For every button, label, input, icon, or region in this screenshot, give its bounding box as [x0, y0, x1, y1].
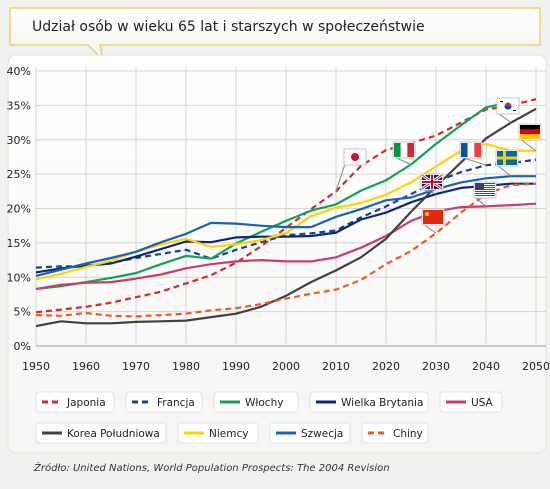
y-tick-label: 20%: [7, 203, 31, 216]
flag-germany: [518, 123, 542, 152]
series-line-japan: [35, 98, 537, 314]
x-tick-label: 1980: [172, 360, 200, 373]
legend-label: USA: [471, 397, 494, 409]
legend-item: Szwecja: [269, 422, 351, 444]
series-line-china: [35, 182, 537, 318]
x-tick-label: 1950: [22, 360, 50, 373]
flag-usa: [473, 181, 497, 207]
legend-label: Chiny: [393, 428, 423, 440]
x-tick-label: 2030: [422, 360, 450, 373]
flag-japan: [335, 148, 367, 192]
legend-item: Wielka Brytania: [309, 391, 429, 413]
x-tick-label: 2000: [272, 360, 300, 373]
legend-label: Francja: [157, 397, 195, 409]
flag-italy: [392, 141, 416, 165]
legend-item: Francja: [125, 391, 203, 413]
series-line-sweden: [35, 175, 536, 277]
chart-title: Udział osób w wieku 65 lat i starszych w…: [32, 19, 425, 35]
legend-item: Włochy: [213, 391, 299, 413]
series-line-uk: [35, 182, 536, 274]
legend-label: Niemcy: [209, 428, 248, 440]
y-tick-label: 25%: [7, 168, 31, 181]
flag-sweden: [495, 149, 519, 177]
legend-label: Włochy: [245, 397, 283, 409]
y-tick-label: 0%: [14, 340, 31, 353]
legend-label: Japonia: [66, 397, 106, 409]
x-tick-label: 2040: [472, 360, 500, 373]
y-tick-label: 10%: [7, 271, 31, 284]
legend-label: Korea Południowa: [67, 428, 160, 440]
x-tick-label: 1990: [222, 360, 250, 373]
legend-item: USA: [439, 391, 503, 413]
legend: Japonia Francja Włochy Wielka Brytania USA Ko…: [35, 391, 503, 444]
x-tick-label: 2010: [322, 360, 350, 373]
flag-france: [459, 141, 487, 166]
series-line-korea: [35, 107, 537, 328]
y-tick-label: 15%: [7, 237, 31, 250]
x-tick-label: 1970: [122, 360, 150, 373]
legend-item: Niemcy: [177, 422, 259, 444]
y-axis-ticks: 0% 5% 10% 15% 20% 25% 30% 35% 40%: [7, 65, 31, 353]
title-balloon: Udział osób w wieku 65 lat i starszych w…: [9, 7, 541, 62]
legend-item: Korea Południowa: [35, 422, 167, 444]
x-axis-ticks: 1950 1960 1970 1980 1990 2000 2010 2020 2030 2040…: [22, 360, 550, 373]
x-tick-label: 1960: [72, 360, 100, 373]
y-tick-label: 35%: [7, 99, 31, 112]
series-lines: [35, 98, 537, 328]
legend-label: Wielka Brytania: [341, 397, 423, 409]
legend-item: Chiny: [361, 422, 429, 444]
x-tick-label: 2020: [372, 360, 400, 373]
source-note: Źródło: United Nations, World Population…: [33, 461, 390, 474]
flag-uk: [420, 173, 444, 195]
y-tick-label: 40%: [7, 65, 31, 78]
flag-china: [421, 208, 445, 234]
legend-item: Japonia: [35, 391, 115, 413]
country-flags: [335, 97, 542, 234]
y-tick-label: 5%: [14, 306, 31, 319]
x-tick-label: 2050: [522, 360, 550, 373]
y-tick-label: 30%: [7, 134, 31, 147]
series-line-germany: [35, 142, 536, 281]
series-line-usa: [35, 202, 537, 290]
flag-korea: [496, 97, 520, 123]
legend-label: Szwecja: [301, 428, 343, 440]
